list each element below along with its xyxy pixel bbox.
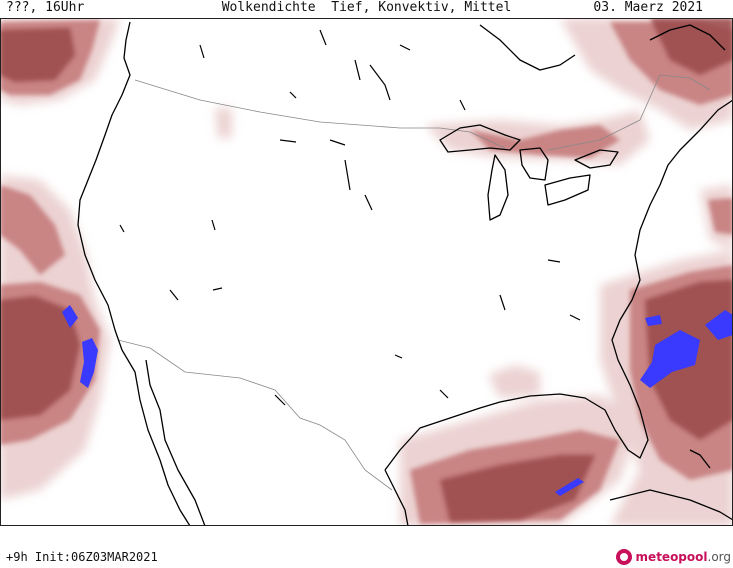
map-title: Wolkendichte Tief, Konvektiv, Mittel — [221, 0, 512, 15]
footer: +9h Init:06Z03MAR2021 meteopool.org — [0, 526, 733, 566]
lake-outlines — [119, 29, 581, 406]
coastlines — [77, 21, 733, 526]
convective-areas — [62, 305, 733, 496]
brand-tld: .org — [707, 550, 732, 564]
cloud-density-map — [0, 18, 733, 526]
cloud-layer-light — [0, 18, 733, 526]
meteopool-logo-icon — [615, 549, 632, 565]
brand-main: meteopool — [635, 550, 708, 564]
country-borders — [117, 74, 711, 491]
forecast-hour-label: ???, 16Uhr — [6, 0, 85, 15]
forecast-run-info: +9h Init:06Z03MAR2021 — [6, 550, 158, 564]
brand-text: meteopool.org — [636, 550, 731, 564]
forecast-date: 03. Maerz 2021 — [593, 0, 703, 15]
brand-logo[interactable]: meteopool.org — [615, 546, 731, 568]
